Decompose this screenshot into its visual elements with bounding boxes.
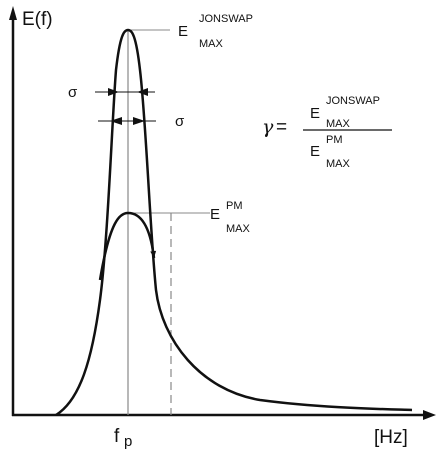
jonswap-max-sub: MAX [199, 38, 224, 50]
numerator-sub: MAX [326, 118, 351, 130]
peak-frequency-label: f p [114, 426, 132, 450]
gamma-equation: γ = E JONSWAP MAX E PM MAX [262, 95, 392, 170]
denominator-super: PM [326, 134, 343, 146]
y-axis-label: E(f) [22, 9, 53, 30]
sigma-lower-left-arrow-icon [110, 117, 122, 125]
sigma-upper-label: σ [68, 84, 78, 101]
jonswap-max-e: E [178, 23, 188, 40]
denominator-e: E [310, 143, 320, 160]
fp-sub: p [124, 433, 132, 450]
jonswap-max-label: E JONSWAP MAX [178, 13, 253, 50]
pm-max-e: E [210, 206, 220, 223]
denominator-sub: MAX [326, 158, 351, 170]
pm-max-label: E PM MAX [210, 200, 251, 235]
jonswap-max-super: JONSWAP [199, 13, 253, 25]
y-axis-arrow-icon [9, 6, 17, 20]
sigma-upper-left-arrow-icon [108, 88, 119, 96]
fp-main: f [114, 426, 120, 447]
x-axis-arrow-icon [423, 410, 436, 420]
pm-max-super: PM [226, 200, 243, 212]
sigma-lower-right-arrow-icon [133, 117, 145, 125]
pm-max-sub: MAX [226, 223, 251, 235]
sigma-upper-right-arrow-icon [137, 88, 148, 96]
sigma-lower-label: σ [175, 113, 185, 130]
gamma-symbol: γ [262, 116, 274, 138]
jonswap-curve [55, 28, 413, 417]
numerator-e: E [310, 105, 320, 122]
pm-curve [98, 211, 157, 281]
numerator-super: JONSWAP [326, 95, 380, 107]
gamma-equals: = [276, 117, 287, 138]
x-axis-unit: [Hz] [374, 427, 408, 448]
